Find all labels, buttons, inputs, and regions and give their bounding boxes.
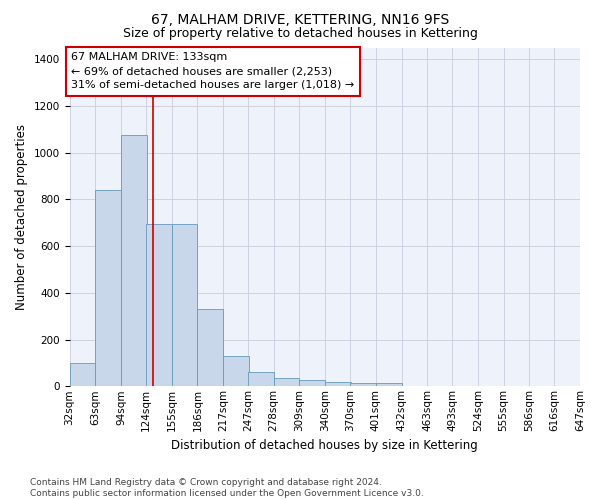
Text: 67, MALHAM DRIVE, KETTERING, NN16 9FS: 67, MALHAM DRIVE, KETTERING, NN16 9FS [151,12,449,26]
Bar [197,309,223,386]
Bar [274,378,299,386]
X-axis label: Distribution of detached houses by size in Kettering: Distribution of detached houses by size … [172,440,478,452]
Text: Size of property relative to detached houses in Kettering: Size of property relative to detached ho… [122,28,478,40]
Y-axis label: Number of detached properties: Number of detached properties [15,124,28,310]
Text: Contains HM Land Registry data © Crown copyright and database right 2024.
Contai: Contains HM Land Registry data © Crown c… [30,478,424,498]
Bar [248,372,274,386]
Text: 67 MALHAM DRIVE: 133sqm
← 69% of detached houses are smaller (2,253)
31% of semi: 67 MALHAM DRIVE: 133sqm ← 69% of detache… [71,52,355,90]
Bar [172,224,197,386]
Bar [70,364,95,386]
Bar [121,135,147,386]
Bar [325,382,351,386]
Bar [223,356,249,386]
Bar [146,224,172,386]
Bar [376,383,401,386]
Bar [350,383,376,386]
Bar [299,380,325,386]
Bar [95,190,121,386]
